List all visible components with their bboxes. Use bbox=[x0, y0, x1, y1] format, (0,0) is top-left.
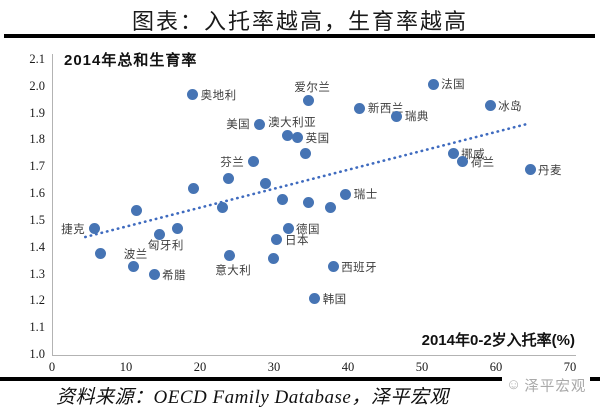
data-point bbox=[171, 223, 183, 235]
data-point-label: 瑞典 bbox=[404, 111, 429, 124]
data-point bbox=[277, 193, 289, 205]
data-point bbox=[327, 261, 339, 272]
y-axis-line bbox=[52, 54, 53, 355]
title-divider bbox=[4, 34, 595, 38]
data-point bbox=[130, 204, 142, 216]
data-point bbox=[223, 172, 235, 184]
y-tick-label: 1.3 bbox=[29, 266, 45, 281]
data-point bbox=[281, 129, 293, 141]
brand-watermark-label: 泽平宏观 bbox=[524, 379, 587, 395]
data-point bbox=[303, 94, 315, 106]
data-point bbox=[187, 183, 199, 195]
data-point-label: 希腊 bbox=[162, 269, 187, 282]
data-point bbox=[524, 164, 536, 176]
fertility-enrollment-scatter-chart: 2014年总和生育率 2.1 2.0 1.9 1.8 1.7 1.6 1.5 1.4 1.3 1.… bbox=[0, 40, 600, 380]
data-point bbox=[259, 177, 271, 189]
data-point bbox=[427, 78, 439, 90]
data-point-label: 美国 bbox=[226, 119, 251, 132]
x-tick-label: 50 bbox=[415, 360, 429, 374]
data-point-label: 英国 bbox=[305, 132, 330, 145]
data-point bbox=[300, 148, 312, 160]
y-tick-label: 1.2 bbox=[29, 293, 45, 308]
data-point-label: 波兰 bbox=[123, 248, 148, 261]
data-point bbox=[187, 89, 199, 101]
y-tick-label: 1.6 bbox=[29, 186, 45, 201]
data-point bbox=[340, 188, 352, 200]
y-tick-label: 2.1 bbox=[29, 52, 45, 66]
data-point bbox=[148, 269, 160, 281]
y-tick-label: 1.7 bbox=[29, 159, 45, 174]
data-point-label: 澳大利亚 bbox=[268, 117, 317, 130]
data-point bbox=[292, 132, 304, 144]
y-tick-label: 1.5 bbox=[29, 212, 45, 227]
y-tick-label: 1.1 bbox=[29, 320, 45, 335]
data-point bbox=[224, 250, 236, 262]
x-tick-label: 0 bbox=[48, 360, 56, 374]
data-point-label: 韩国 bbox=[322, 293, 347, 306]
data-point-label: 芬兰 bbox=[220, 156, 245, 169]
data-point bbox=[217, 202, 229, 213]
brand-watermark: ☺ 泽平宏观 bbox=[502, 374, 591, 397]
page-title: 图表：入托率越高，生育率越高 bbox=[131, 9, 468, 34]
x-axis-line bbox=[52, 355, 576, 356]
data-point bbox=[484, 100, 496, 112]
data-point bbox=[267, 252, 279, 264]
y-tick-label: 2.0 bbox=[29, 78, 45, 93]
source-note: 资料来源：OECD Family Database，泽平宏观 bbox=[56, 387, 449, 408]
x-tick-label: 30 bbox=[267, 360, 281, 374]
data-point bbox=[354, 102, 366, 114]
data-point bbox=[309, 293, 321, 305]
data-point bbox=[253, 118, 265, 130]
x-tick-label: 10 bbox=[119, 360, 133, 374]
data-point bbox=[153, 228, 165, 240]
data-point-label: 丹麦 bbox=[538, 164, 563, 177]
data-point-label: 捷克 bbox=[61, 223, 86, 236]
data-point-label: 法国 bbox=[441, 79, 466, 92]
data-point-label: 意大利 bbox=[215, 264, 252, 277]
y-tick-label: 1.8 bbox=[29, 132, 45, 147]
data-point-label: 荷兰 bbox=[470, 156, 495, 169]
footer-divider bbox=[0, 377, 600, 381]
data-point bbox=[324, 202, 336, 213]
data-point-label: 爱尔兰 bbox=[294, 82, 331, 95]
data-point bbox=[457, 156, 469, 168]
y-tick-label: 1.0 bbox=[29, 347, 45, 361]
data-point bbox=[247, 156, 259, 168]
x-tick-label: 20 bbox=[193, 360, 207, 374]
y-tick-label: 1.9 bbox=[29, 105, 45, 120]
smiley-logo-icon: ☺ bbox=[506, 377, 522, 393]
data-point bbox=[302, 196, 314, 208]
data-point-label: 日本 bbox=[284, 234, 309, 247]
data-point-label: 冰岛 bbox=[498, 100, 523, 113]
data-point-label: 匈牙利 bbox=[147, 240, 184, 253]
data-point bbox=[127, 261, 139, 272]
chart-inner-title: 2014年总和生育率 bbox=[64, 52, 198, 69]
data-point bbox=[88, 223, 100, 235]
x-axis-title: 2014年0-2岁入托率(%) bbox=[421, 332, 575, 349]
x-tick-label: 70 bbox=[563, 360, 577, 374]
data-point bbox=[447, 148, 459, 160]
data-point bbox=[271, 234, 283, 246]
data-point bbox=[94, 247, 106, 259]
data-point-label: 奥地利 bbox=[200, 89, 237, 102]
x-tick-label: 60 bbox=[489, 360, 503, 374]
x-tick-label: 40 bbox=[341, 360, 355, 374]
data-point bbox=[282, 223, 294, 235]
data-point bbox=[391, 110, 403, 122]
data-point-label: 西班牙 bbox=[341, 261, 378, 274]
data-point-label: 瑞士 bbox=[353, 189, 378, 202]
y-tick-label: 1.4 bbox=[29, 239, 45, 254]
data-point-label: 德国 bbox=[296, 223, 321, 236]
